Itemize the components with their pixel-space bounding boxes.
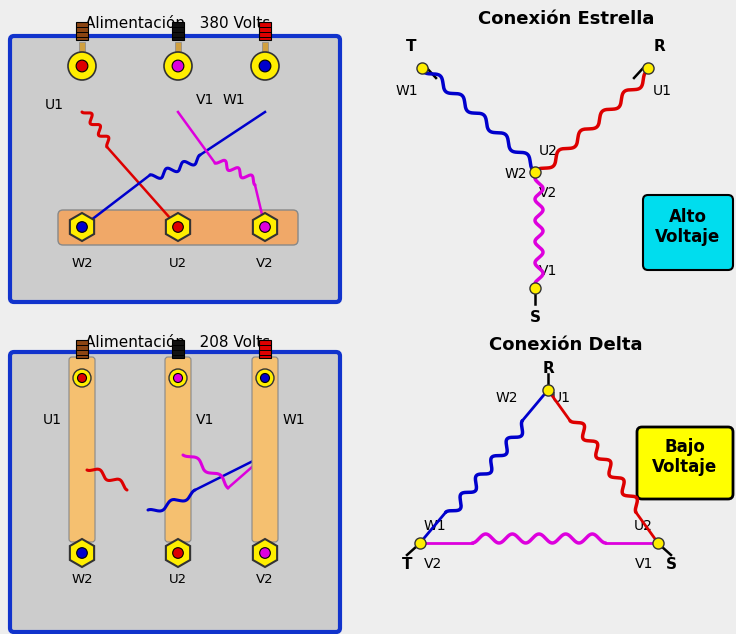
Text: W2: W2	[504, 167, 527, 181]
Text: V1: V1	[634, 557, 653, 571]
Circle shape	[173, 222, 183, 232]
Circle shape	[260, 222, 270, 232]
Text: Conexión Delta: Conexión Delta	[489, 336, 643, 354]
Circle shape	[174, 373, 183, 382]
Text: Alimentación   208 Volts: Alimentación 208 Volts	[85, 335, 271, 350]
Text: V1: V1	[196, 413, 214, 427]
Circle shape	[77, 373, 87, 382]
Circle shape	[172, 60, 184, 72]
Text: S: S	[666, 557, 677, 572]
Circle shape	[77, 222, 88, 232]
FancyBboxPatch shape	[58, 210, 298, 245]
FancyBboxPatch shape	[165, 357, 191, 542]
Text: V1: V1	[196, 93, 214, 107]
Circle shape	[173, 548, 183, 559]
Text: W1: W1	[424, 519, 447, 533]
Text: W2: W2	[71, 573, 93, 586]
Text: V2: V2	[539, 186, 557, 200]
Circle shape	[251, 52, 279, 80]
Text: Bajo
Voltaje: Bajo Voltaje	[652, 437, 718, 476]
Text: S: S	[529, 310, 540, 325]
Text: U1: U1	[45, 98, 64, 112]
Text: Conexión Estrella: Conexión Estrella	[478, 10, 654, 28]
Text: V1: V1	[539, 264, 557, 278]
Text: U2: U2	[634, 519, 653, 533]
Circle shape	[76, 60, 88, 72]
Text: W1: W1	[283, 413, 305, 427]
Polygon shape	[166, 539, 190, 567]
Circle shape	[164, 52, 192, 80]
Text: U2: U2	[169, 257, 187, 270]
FancyBboxPatch shape	[10, 352, 340, 632]
Bar	[76, 340, 88, 358]
FancyBboxPatch shape	[10, 36, 340, 302]
Text: W1: W1	[222, 93, 245, 107]
Text: U2: U2	[169, 573, 187, 586]
Bar	[172, 22, 184, 40]
Circle shape	[256, 369, 274, 387]
FancyBboxPatch shape	[69, 357, 95, 542]
Bar	[76, 22, 88, 40]
Text: U1: U1	[43, 413, 62, 427]
FancyBboxPatch shape	[252, 357, 278, 542]
Circle shape	[77, 548, 88, 559]
Text: U2: U2	[539, 144, 558, 158]
FancyBboxPatch shape	[637, 427, 733, 499]
Text: T: T	[402, 557, 412, 572]
Text: R: R	[542, 361, 554, 376]
Circle shape	[169, 369, 187, 387]
Bar	[259, 22, 271, 40]
Text: U1: U1	[653, 84, 672, 98]
Text: T: T	[406, 39, 416, 54]
Text: W2: W2	[495, 391, 518, 405]
Polygon shape	[70, 213, 94, 241]
Text: V2: V2	[256, 573, 274, 586]
Circle shape	[261, 373, 269, 382]
Polygon shape	[70, 539, 94, 567]
Text: Alimentación   380 Volts: Alimentación 380 Volts	[85, 16, 271, 31]
Text: W1: W1	[395, 84, 418, 98]
Text: U1: U1	[552, 391, 571, 405]
Bar	[175, 42, 181, 52]
Text: W2: W2	[71, 257, 93, 270]
Text: V2: V2	[256, 257, 274, 270]
Text: V2: V2	[424, 557, 442, 571]
Text: R: R	[654, 39, 666, 54]
Circle shape	[73, 369, 91, 387]
Bar	[259, 340, 271, 358]
Polygon shape	[253, 539, 277, 567]
Bar	[79, 42, 85, 52]
Circle shape	[259, 60, 271, 72]
Circle shape	[260, 548, 270, 559]
Bar	[262, 42, 268, 52]
FancyBboxPatch shape	[643, 195, 733, 270]
Bar	[172, 340, 184, 358]
Text: Alto
Voltaje: Alto Voltaje	[655, 207, 721, 247]
Circle shape	[68, 52, 96, 80]
Polygon shape	[166, 213, 190, 241]
Polygon shape	[253, 213, 277, 241]
